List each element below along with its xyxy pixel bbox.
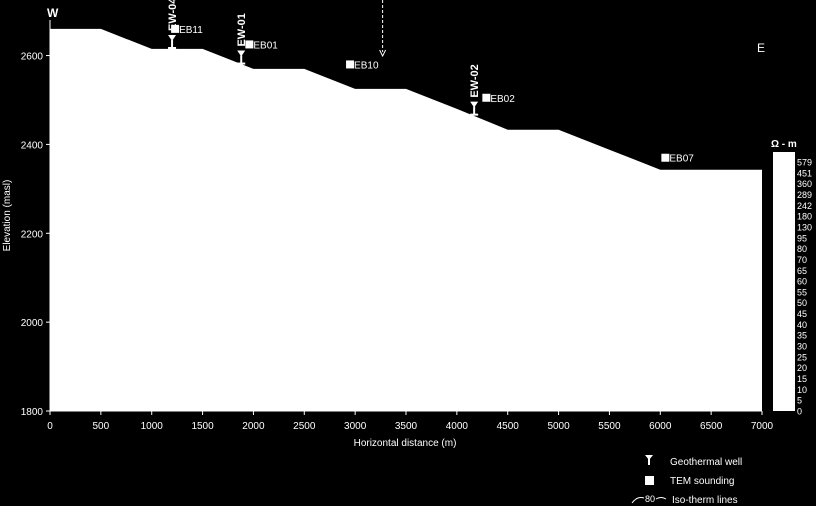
colorbar-tick-label: 5 (797, 396, 802, 406)
colorbar-tick-label: 70 (797, 255, 807, 265)
colorbar-tick-label: 45 (797, 309, 807, 319)
colorbar-unit-label: Ω - m (771, 139, 797, 150)
direction-east-label: E (757, 41, 765, 55)
colorbar-tick-label: 60 (797, 277, 807, 287)
colorbar-tick-label: 180 (797, 212, 812, 222)
well-head-shape (470, 101, 479, 108)
colorbar-tick-label: 35 (797, 331, 807, 341)
tem-sounding-marker (661, 153, 670, 162)
tem-sounding-label: EB02 (490, 94, 515, 105)
x-tick-label: 1000 (141, 421, 164, 432)
legend-isotherm-sample: 80 (645, 494, 655, 504)
legend-tem-icon (645, 476, 654, 485)
colorbar-tick-label: 289 (797, 190, 812, 200)
tem-sounding-label: EB07 (669, 154, 694, 165)
tem-sounding-marker (346, 60, 355, 69)
y-tick-label: 2200 (21, 229, 44, 240)
x-tick-label: 3500 (395, 421, 418, 432)
tem-sounding-marker (482, 93, 491, 102)
colorbar-tick-label: 50 (797, 298, 807, 308)
colorbar-tick-label: 95 (797, 233, 807, 243)
x-tick-label: 4000 (446, 421, 469, 432)
colorbar-tick-label: 20 (797, 363, 807, 373)
x-tick-label: 5000 (547, 421, 570, 432)
well-label: EW-02 (469, 64, 481, 97)
x-tick-label: 3000 (344, 421, 367, 432)
colorbar-tick-label: 579 (797, 158, 812, 168)
well-head-shape (237, 50, 246, 57)
colorbar-tick-label: 360 (797, 179, 812, 189)
tem-sounding-marker (245, 40, 254, 49)
x-tick-label: 6500 (700, 421, 723, 432)
direction-west-label: W (47, 6, 59, 20)
colorbar-tick-label: 65 (797, 266, 807, 276)
colorbar (773, 152, 795, 411)
colorbar-tick-label: 40 (797, 320, 807, 330)
legend-well-label: Geothermal well (670, 457, 742, 468)
colorbar-tick-label: 25 (797, 352, 807, 362)
x-tick-label: 5500 (598, 421, 621, 432)
y-tick-label: 2600 (21, 52, 44, 63)
tem-sounding-label: EB10 (354, 60, 379, 71)
colorbar-tick-label: 130 (797, 222, 812, 232)
x-axis-title: Horizontal distance (m) (354, 438, 457, 449)
tem-sounding-label: EB01 (253, 40, 278, 51)
colorbar-tick-label: 80 (797, 244, 807, 254)
y-axis-title: Elevation (masl) (2, 180, 13, 252)
x-tick-label: 4500 (497, 421, 520, 432)
x-tick-label: 2000 (242, 421, 265, 432)
geothermal-well-marker (470, 101, 479, 116)
legend-isotherm-icon (631, 497, 645, 504)
x-tick-label: 1500 (191, 421, 214, 432)
geothermal-well-marker (168, 34, 177, 49)
legend-isotherm-label: Iso-therm lines (672, 495, 738, 506)
colorbar-tick-label: 55 (797, 287, 807, 297)
geothermal-well-marker (237, 50, 246, 65)
x-tick-label: 2500 (293, 421, 316, 432)
x-tick-label: 500 (93, 421, 110, 432)
legend-well-icon (645, 455, 653, 460)
x-tick-label: 6000 (649, 421, 672, 432)
colorbar-tick-label: 15 (797, 374, 807, 384)
well-head-shape (168, 34, 177, 41)
colorbar-tick-label: 242 (797, 201, 812, 211)
x-tick-label: 7000 (751, 421, 774, 432)
tem-sounding-label: EB11 (179, 25, 203, 36)
y-tick-label: 2000 (21, 318, 44, 329)
x-tick-label: 0 (47, 421, 53, 432)
colorbar-tick-label: 451 (797, 168, 812, 178)
legend-isotherm-icon-tail (655, 497, 667, 500)
y-tick-label: 2400 (21, 140, 44, 151)
legend-tem-label: TEM sounding (670, 476, 734, 487)
colorbar-tick-label: 30 (797, 342, 807, 352)
colorbar-tick-label: 10 (797, 385, 807, 395)
colorbar-tick-label: 0 (797, 407, 802, 417)
y-tick-label: 1800 (21, 407, 44, 418)
terrain-area (50, 28, 762, 412)
well-label: EW-01 (236, 13, 248, 46)
tem-sounding-marker (171, 24, 180, 33)
well-label: EW-04 (167, 0, 179, 31)
section-marker-arrowhead (379, 49, 387, 58)
